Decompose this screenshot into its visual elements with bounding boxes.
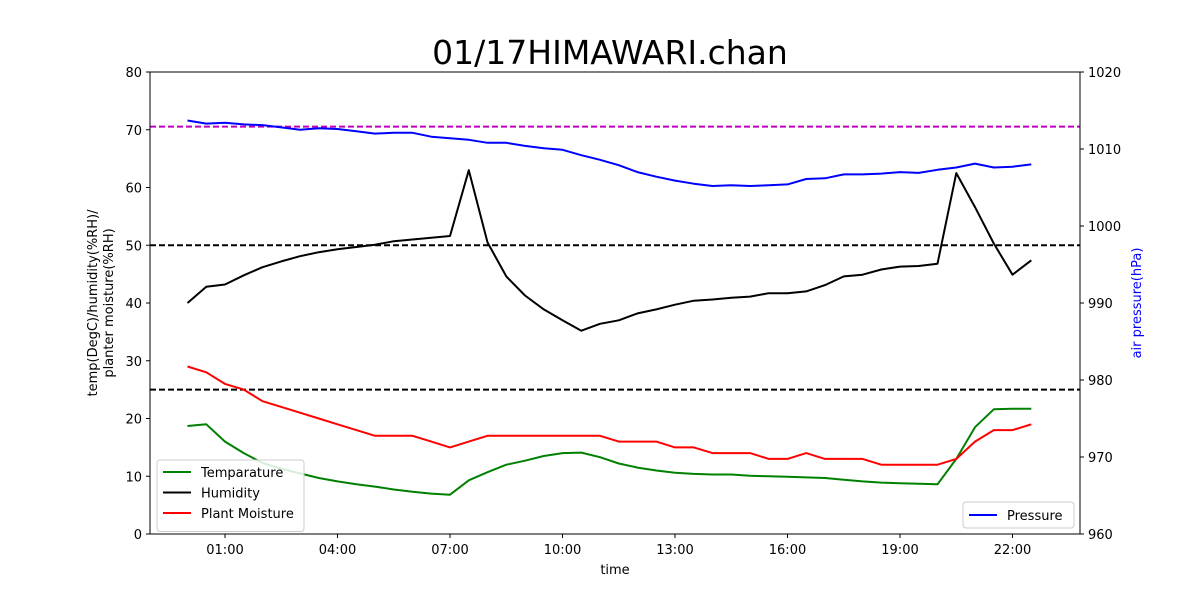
series-line-plant-moisture: [187, 365, 1032, 466]
chart-title: 01/17HIMAWARI.chan: [432, 33, 788, 72]
y-right-tick-label: 980: [1088, 374, 1113, 389]
legend-label: Pressure: [1007, 509, 1063, 524]
series-line-pressure: [187, 119, 1032, 187]
y-tick-label: 30: [125, 355, 142, 370]
legend-label: Temparature: [200, 466, 283, 481]
y-tick-label: 0: [134, 528, 142, 543]
legend-label: Humidity: [201, 487, 260, 502]
y-right-tick-label: 960: [1088, 528, 1113, 543]
series-line-humidity: [186, 169, 1032, 332]
x-tick-label: 13:00: [656, 543, 693, 558]
legend-left-box: [156, 459, 305, 532]
y-right-tick-label: 1000: [1088, 220, 1121, 235]
x-tick-label: 04:00: [319, 543, 356, 558]
y-right-tick-label: 1010: [1088, 143, 1121, 158]
legend-label: Plant Moisture: [201, 507, 294, 522]
axes: 01:00 04:00 07:00 10:00 13:00 16:00 19:00 22:00…: [125, 66, 1121, 558]
y-tick-label: 80: [125, 66, 142, 81]
x-tick-label: 07:00: [431, 543, 468, 558]
y-tick-label: 70: [125, 124, 142, 139]
y-tick-label: 60: [125, 182, 142, 197]
y-axis-right-label: air pressure(hPa): [1130, 248, 1145, 359]
x-tick-label: 01:00: [206, 543, 243, 558]
y-right-tick-label: 1020: [1088, 66, 1121, 81]
x-tick-label: 16:00: [769, 543, 806, 558]
y-axis-label-line1: temp(DegC)/humidity(%RH)/: [86, 209, 101, 397]
y-right-tick-label: 970: [1088, 451, 1113, 466]
y-tick-label: 10: [125, 470, 142, 485]
y-tick-label: 50: [125, 239, 142, 254]
x-tick-label: 10:00: [544, 543, 581, 558]
x-axis-label: time: [600, 563, 629, 578]
y-tick-label: 20: [125, 413, 142, 428]
plot-area: [150, 119, 1080, 496]
series-line-temparature: [187, 407, 1032, 496]
legend-right: Pressure: [962, 501, 1075, 529]
x-tick-label: 19:00: [881, 543, 918, 558]
y-tick-label: 40: [125, 297, 142, 312]
legend-right-box: [962, 501, 1075, 529]
y-right-tick-label: 990: [1088, 297, 1113, 312]
legend-left: Temparature Humidity Plant Moisture: [156, 459, 305, 532]
x-tick-label: 22:00: [994, 543, 1031, 558]
y-axis-label-line2: planter moisture(%RH): [102, 228, 117, 377]
